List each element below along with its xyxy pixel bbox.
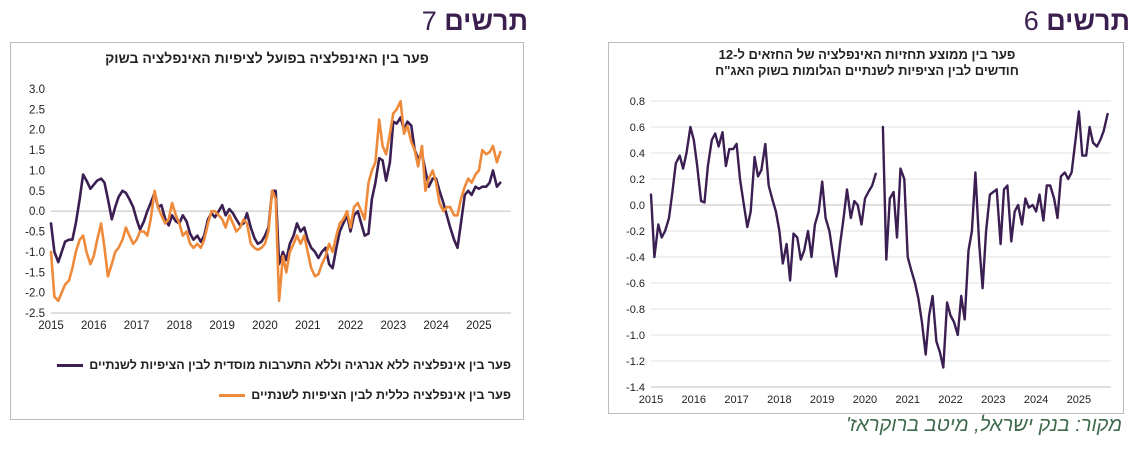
figure-7-word: תרשים bbox=[444, 6, 528, 36]
x-tick-label: 2015 bbox=[639, 394, 663, 406]
x-axis: 2015 2016 2017 2018 2019 2020 2021 2022 2023 2024… bbox=[639, 204, 1111, 406]
y-tick-label: 0.6 bbox=[630, 122, 645, 134]
x-tick-label: 2016 bbox=[682, 394, 706, 406]
y-tick-label: -2.5 bbox=[25, 308, 45, 320]
y-tick-label: -1.4 bbox=[626, 382, 645, 394]
figure-7-number: 7 bbox=[421, 6, 437, 36]
plot-area bbox=[49, 99, 502, 303]
x-tick-label: 2021 bbox=[295, 320, 321, 332]
chart-right-title-line2: חודשים לבין הציפיות לשנתיים הגלומות בשוק… bbox=[715, 63, 1019, 78]
y-tick-label: 1.5 bbox=[29, 145, 45, 157]
legend-swatch-core bbox=[57, 363, 84, 367]
y-tick-label: 2.0 bbox=[29, 125, 45, 137]
legend-label-headline: פער בין אינפלציה כללית לבין הציפיות לשנת… bbox=[251, 388, 511, 402]
chart-right-title-line1: פער בין ממוצע תחזיות האינפלציה של החזאים… bbox=[719, 47, 1016, 62]
x-tick-label: 2022 bbox=[938, 394, 962, 406]
y-tick-label: -0.6 bbox=[626, 278, 645, 290]
y-tick-label: -1.0 bbox=[25, 247, 45, 259]
legend-label-core: פער בין אינפלציה ללא אנרגיה וללא התערבות… bbox=[89, 358, 511, 372]
series-line-0-0 bbox=[649, 125, 877, 282]
x-tick-label: 2024 bbox=[423, 320, 449, 332]
x-tick-label: 2020 bbox=[252, 320, 278, 332]
y-tick-label: 0.2 bbox=[630, 174, 645, 186]
chart-panel-left: פער בין האינפלציה בפועל לציפיות האינפלצי… bbox=[10, 42, 524, 420]
y-tick-label: 0.8 bbox=[630, 96, 645, 108]
chart-right-svg: פער בין ממוצע תחזיות האינפלציה של החזאים… bbox=[626, 47, 1111, 406]
x-tick-label: 2025 bbox=[466, 320, 492, 332]
x-tick-label: 2018 bbox=[167, 320, 193, 332]
figure-6-number: 6 bbox=[1023, 6, 1039, 36]
series-line-0-1 bbox=[881, 110, 1109, 369]
x-tick-label: 2024 bbox=[1024, 394, 1048, 406]
source-note: מקור: בנק ישראל, מיטב ברוקראז' bbox=[845, 414, 1122, 436]
y-tick-label: -1.2 bbox=[626, 356, 645, 368]
chart-left-title: פער בין האינפלציה בפועל לציפיות האינפלצי… bbox=[105, 50, 429, 66]
figure-6-word: תרשים bbox=[1046, 6, 1130, 36]
chart-panel-right: פער בין ממוצע תחזיות האינפלציה של החזאים… bbox=[608, 42, 1124, 414]
x-axis: 2015 2016 2017 2018 2019 2020 2021 2022 2023 2024… bbox=[38, 210, 511, 332]
y-axis: 3.0 2.5 2.0 1.5 1.0 0.5 0.0 -0.5 -1.0 -1.5 -2.0 -2.… bbox=[25, 84, 45, 320]
series-line-0-0 bbox=[49, 116, 502, 270]
y-tick-label: 0.0 bbox=[630, 200, 645, 212]
y-tick-label: 0.5 bbox=[29, 186, 45, 198]
legend-item-core: פער בין אינפלציה ללא אנרגיה וללא התערבות… bbox=[57, 358, 511, 372]
y-tick-label: 2.5 bbox=[29, 104, 45, 116]
x-tick-label: 2017 bbox=[724, 394, 748, 406]
legend-item-headline: פער בין אינפלציה כללית לבין הציפיות לשנת… bbox=[219, 388, 511, 402]
y-tick-label: -2.0 bbox=[25, 288, 45, 300]
x-tick-label: 2016 bbox=[81, 320, 107, 332]
y-axis: 0.8 0.6 0.4 0.2 0.0 -0.2 -0.4 -0.6 -0.8 -1.0 -1.2 -… bbox=[626, 96, 1111, 394]
y-tick-label: -0.2 bbox=[626, 226, 645, 238]
x-tick-label: 2021 bbox=[896, 394, 920, 406]
legend-swatch-headline bbox=[219, 393, 246, 397]
figure-7-label: תרשים 7 bbox=[422, 6, 528, 37]
x-tick-label: 2019 bbox=[810, 394, 834, 406]
chart-left-svg: פער בין האינפלציה בפועל לציפיות האינפלצי… bbox=[25, 50, 511, 332]
y-tick-label: 3.0 bbox=[29, 84, 45, 96]
x-tick-label: 2019 bbox=[209, 320, 235, 332]
figure-6-label: תרשים 6 bbox=[1024, 6, 1130, 37]
x-tick-label: 2015 bbox=[38, 320, 64, 332]
x-tick-label: 2025 bbox=[1067, 394, 1091, 406]
x-tick-label: 2023 bbox=[981, 394, 1005, 406]
y-tick-label: 1.0 bbox=[29, 165, 45, 177]
x-tick-label: 2023 bbox=[381, 320, 407, 332]
x-tick-label: 2017 bbox=[124, 320, 150, 332]
y-tick-label: -0.4 bbox=[626, 252, 645, 264]
x-tick-label: 2022 bbox=[338, 320, 364, 332]
x-tick-label: 2020 bbox=[853, 394, 877, 406]
series-line-1-0 bbox=[49, 99, 502, 303]
y-tick-label: -1.5 bbox=[25, 267, 45, 279]
y-tick-label: -0.5 bbox=[25, 227, 45, 239]
x-tick-label: 2018 bbox=[767, 394, 791, 406]
y-tick-label: 0.4 bbox=[630, 148, 645, 160]
y-tick-label: -0.8 bbox=[626, 304, 645, 316]
y-tick-label: -1.0 bbox=[626, 330, 645, 342]
plot-area bbox=[649, 110, 1109, 369]
y-tick-label: 0.0 bbox=[29, 206, 45, 218]
